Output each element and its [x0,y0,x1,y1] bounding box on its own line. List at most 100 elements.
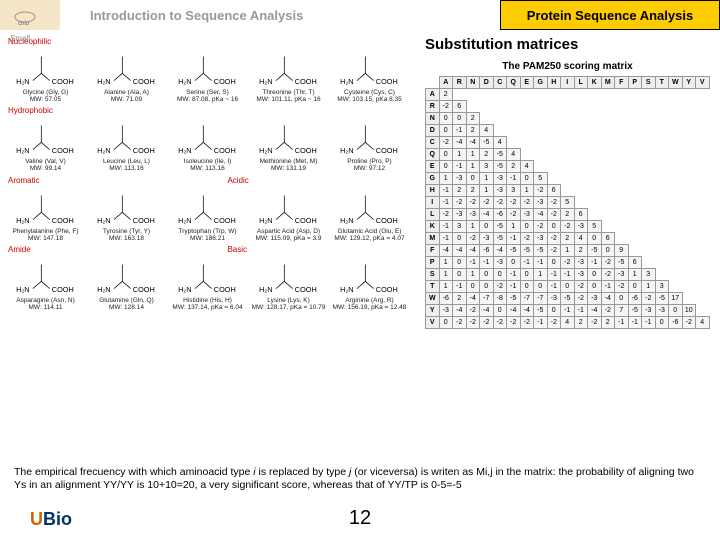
aa-item: H₂NCOOHAsparagine (Asn, N)MW: 114.11 [8,254,83,311]
aa-caption: Cysteine (Cys, C)MW: 103.15, pKa 8.35 [337,89,402,103]
svg-text:COOH: COOH [376,215,398,224]
content-area: NucleophilicH₂NCOOHGlycine (Gly, G)MW: 5… [0,30,720,460]
svg-text:COOH: COOH [295,285,317,294]
aa-item: H₂NCOOHLeucine (Leu, L)MW: 113.16 [89,115,164,172]
svg-text:COOH: COOH [52,215,74,224]
aa-item: H₂N COOH Lysine (Lys, K)MW: 128.17, pKa = … [251,254,326,311]
aa-item: H₂N COOH Methionine (Met, M)MW: 131.19 [251,115,326,172]
aa-structure: H₂NCOOH [8,46,83,88]
svg-text:H₂N: H₂N [259,146,272,155]
aa-caption: Histidine (His, H)MW: 137.14, pKa = 6.04 [172,297,242,311]
aa-structure: H₂N COOH [251,115,326,157]
aa-caption: Tryptophan (Trp, W)MW: 186.21 [178,228,236,242]
svg-text:COOH: COOH [376,77,398,86]
aa-structure: H₂N COOH [89,46,164,88]
aa-caption: Lysine (Lys, K)MW: 128.17, pKa = 10.79 [252,297,326,311]
topic-title: Protein Sequence Analysis [527,8,693,23]
svg-text:COOH: COOH [133,215,155,224]
aa-item: H₂NCOOHGlutamine (Gln, Q)MW: 128.14 [89,254,164,311]
svg-text:COOH: COOH [214,146,236,155]
aa-item: H₂NCOOHAspartic Acid (Asp, D)MW: 115.09,… [251,185,326,242]
aa-caption: Glutamic Acid (Glu, E)MW: 129.12, pKa = … [334,228,404,242]
svg-text:COOH: COOH [133,285,155,294]
aa-caption: Glycine (Gly, G)MW: 57.05 [23,89,69,103]
aa-caption: Phenylalanine (Phe, F)MW: 147.18 [12,228,78,242]
ubio-logo: UBio [30,509,72,530]
svg-text:cnio: cnio [18,21,30,27]
aa-item: H₂NCOOHValine (Val, V)MW: 99.14 [8,115,83,172]
aa-structure: H₂NCOOH [170,115,245,157]
aa-group-label: AromaticAcidic [8,176,407,185]
svg-text:H₂N: H₂N [259,285,272,294]
aa-group-label: AmideBasic [8,245,407,254]
aa-group-label: Nucleophilic [8,37,407,46]
aa-structure: H₂NCOOH [251,185,326,227]
svg-text:H₂N: H₂N [97,146,110,155]
aa-item: H₂N COOH Glutamic Acid (Glu, E)MW: 129.12,… [332,185,407,242]
aa-structure: H₂N COOH [8,115,83,157]
svg-text:COOH: COOH [52,146,74,155]
aa-item: H₂NCOOHArginine (Arg, R)MW: 156.19, pKa … [332,254,407,311]
aa-structure: H₂N COOH [332,115,407,157]
page-number: 12 [349,507,371,530]
aa-caption: Aspartic Acid (Asp, D)MW: 115.09, pKa = … [255,228,321,242]
svg-text:COOH: COOH [133,77,155,86]
svg-text:H₂N: H₂N [97,285,110,294]
aa-structure: H₂NCOOH [332,46,407,88]
aa-structure: H₂NCOOH [170,185,245,227]
aa-item: H₂NCOOHPhenylalanine (Phe, F)MW: 147.18 [8,185,83,242]
svg-text:H₂N: H₂N [178,285,191,294]
svg-text:H₂N: H₂N [340,285,353,294]
svg-text:COOH: COOH [214,77,236,86]
aa-structure: H₂N COOH [332,185,407,227]
aa-structure: H₂N COOH [170,46,245,88]
aa-caption: Leucine (Leu, L)MW: 113.16 [103,158,150,172]
svg-text:COOH: COOH [295,215,317,224]
matrix-panel: Substitution matrices The PAM250 scoring… [415,30,720,460]
svg-text:COOH: COOH [376,146,398,155]
aa-caption: Serine (Ser, S)MW: 87.08, pKa ~ 16 [177,89,238,103]
aa-caption: Tyrosine (Tyr, Y)MW: 163.18 [103,228,150,242]
svg-text:H₂N: H₂N [16,146,29,155]
svg-text:COOH: COOH [376,285,398,294]
aa-group-label: Hydrophobic [8,106,407,115]
aa-row: H₂N COOH Phenylalanine (Phe, F)MW: 147.18 H… [8,185,407,242]
aa-structure: H₂N COOH [170,254,245,296]
aa-caption: Methionine (Met, M)MW: 131.19 [260,158,318,172]
svg-text:H₂N: H₂N [178,77,191,86]
aa-row: H₂NCOOHAsparagine (Asn, N)MW: 114.11H₂NC… [8,254,407,311]
aa-item: H₂NCOOHGlycine (Gly, G)MW: 57.05 [8,46,83,103]
small-label: Small [10,34,30,43]
aa-structure: H₂N COOH [332,254,407,296]
svg-text:COOH: COOH [295,77,317,86]
aa-item: H₂N COOH Serine (Ser, S)MW: 87.08, pKa ~ 1… [170,46,245,103]
svg-text:H₂N: H₂N [16,77,29,86]
svg-text:H₂N: H₂N [340,215,353,224]
slide-header: cnio Introduction to Sequence Analysis P… [0,0,720,30]
aa-caption: Proline (Pro, P)MW: 97.12 [347,158,391,172]
section-title: Substitution matrices [425,36,710,53]
logo-bio: Bio [43,509,72,529]
topic-box: Protein Sequence Analysis [500,0,720,30]
svg-text:COOH: COOH [52,285,74,294]
svg-text:H₂N: H₂N [97,215,110,224]
aa-item: H₂NCOOHTryptophan (Trp, W)MW: 186.21 [170,185,245,242]
caption-text: The empirical frecuency with which amino… [14,466,706,492]
aa-caption: Isoleucine (Ile, I)MW: 113.16 [184,158,232,172]
cnio-logo: cnio [10,3,60,27]
amino-acid-panel: NucleophilicH₂NCOOHGlycine (Gly, G)MW: 5… [0,30,415,460]
matrix-title: The PAM250 scoring matrix [425,61,710,72]
svg-text:H₂N: H₂N [340,146,353,155]
aa-item: H₂N COOH Histidine (His, H)MW: 137.14, pKa… [170,254,245,311]
svg-text:H₂N: H₂N [97,77,110,86]
pam250-matrix: ARNDCQEGHILKMFPSTWYVA2R-26N002D0-124C-2-… [425,76,710,329]
aa-structure: H₂NCOOH [89,115,164,157]
aa-caption: Threonine (Thr, T)MW: 101.11, pKa ~ 16 [256,89,320,103]
svg-text:H₂N: H₂N [16,285,29,294]
aa-structure: H₂N COOH [89,185,164,227]
aa-item: H₂N COOH Tyrosine (Tyr, Y)MW: 163.18 [89,185,164,242]
svg-text:COOH: COOH [295,146,317,155]
aa-structure: H₂N COOH [89,254,164,296]
aa-item: H₂NCOOHAlanine (Ala, A)MW: 71.09 [89,46,164,103]
svg-text:COOH: COOH [214,285,236,294]
